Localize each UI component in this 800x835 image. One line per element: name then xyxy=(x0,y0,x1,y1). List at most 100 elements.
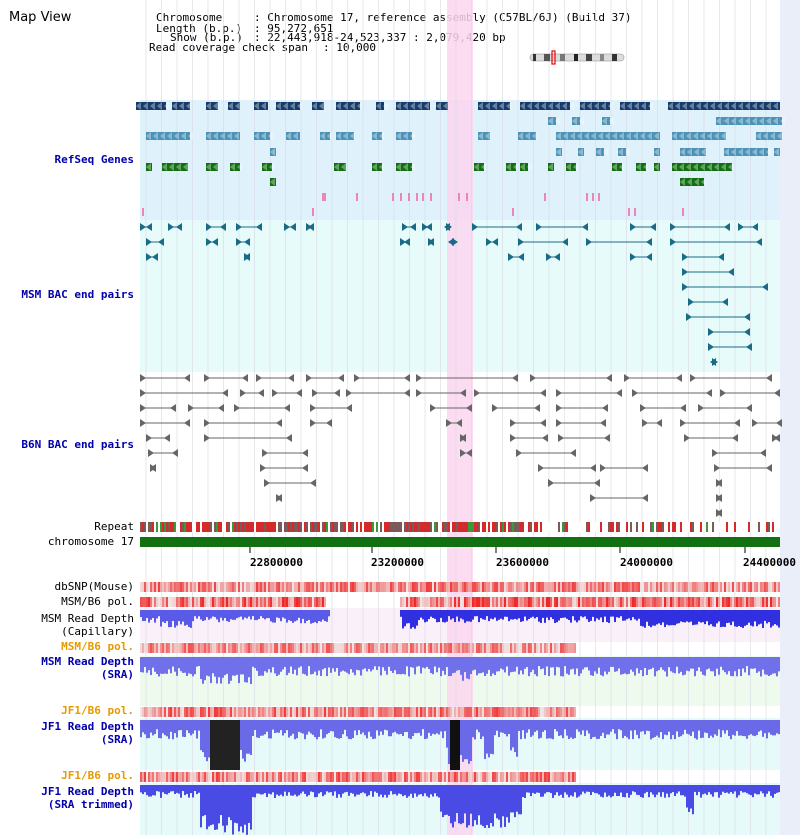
gene-tick xyxy=(416,193,418,201)
polymorphism-cell xyxy=(352,707,354,717)
depth-bar xyxy=(710,720,712,736)
depth-bar xyxy=(650,720,652,740)
polymorphism-cell xyxy=(472,707,474,717)
chromosome-ideogram[interactable] xyxy=(529,50,625,65)
depth-bar xyxy=(444,657,446,675)
depth-bar xyxy=(630,785,632,795)
chromosome-bar[interactable] xyxy=(140,537,780,553)
depth-bar xyxy=(648,657,650,670)
depth-bar xyxy=(622,785,624,797)
polymorphism-cell xyxy=(476,707,478,717)
polymorphism-cell xyxy=(730,582,732,592)
polymorphism-cell xyxy=(422,597,424,607)
depth-bar xyxy=(730,657,732,676)
depth-bar xyxy=(550,657,552,668)
polymorphism-cell xyxy=(508,582,510,592)
polymorphism-cell xyxy=(294,643,296,653)
polymorphism-cell xyxy=(258,772,260,782)
repeat-element xyxy=(722,522,724,532)
polymorphism-cell xyxy=(280,772,282,782)
polymorphism-cell xyxy=(684,582,686,592)
depth-bar xyxy=(166,720,168,737)
depth-bar xyxy=(420,657,422,674)
pair-end xyxy=(262,449,268,457)
polymorphism-cell xyxy=(196,707,198,717)
polymorphism-cell xyxy=(236,582,238,592)
polymorphism-cell xyxy=(632,582,634,592)
depth-bar xyxy=(242,720,244,759)
gene-strand-arrow xyxy=(403,132,408,140)
depth-bar xyxy=(234,610,236,620)
gene-strand-arrow xyxy=(474,163,479,171)
gene-strand-arrow xyxy=(594,102,599,110)
depth-bar xyxy=(642,657,644,677)
depth-bar xyxy=(388,785,390,795)
depth-bar xyxy=(298,657,300,668)
depth-bar xyxy=(208,785,210,827)
polymorphism-cell xyxy=(340,707,342,717)
depth-bar xyxy=(302,610,304,619)
depth-bar xyxy=(510,657,512,673)
gene-block xyxy=(566,163,576,171)
pair-end xyxy=(354,374,360,382)
pair-end xyxy=(486,238,492,246)
repeat-track[interactable] xyxy=(140,522,780,532)
polymorphism-cell xyxy=(332,707,334,717)
depth-bar xyxy=(250,785,252,830)
polymorphism-cell xyxy=(230,582,232,592)
polymorphism-cell xyxy=(670,582,672,592)
depth-bar xyxy=(196,610,198,619)
polymorphism-cell xyxy=(680,597,682,607)
depth-bar xyxy=(434,610,436,619)
polymorphism-cell xyxy=(334,707,336,717)
gene-strand-arrow xyxy=(648,102,653,110)
polymorphism-cell xyxy=(140,772,142,782)
polymorphism-cell xyxy=(506,707,508,717)
polymorphism-cell xyxy=(140,582,142,592)
depth-bar xyxy=(416,610,418,626)
depth-bar xyxy=(320,610,322,622)
depth-bar xyxy=(500,785,502,828)
polymorphism-cell xyxy=(440,772,442,782)
polymorphism-cell xyxy=(454,707,456,717)
polymorphism-cell xyxy=(264,772,266,782)
polymorphism-cell xyxy=(372,582,374,592)
polymorphism-cell xyxy=(284,772,286,782)
polymorphism-cell xyxy=(146,772,148,782)
depth-bar xyxy=(244,720,246,762)
msm-bac-pairs-track[interactable] xyxy=(140,223,768,366)
polymorphism-cell xyxy=(282,707,284,717)
polymorphism-cell xyxy=(246,772,248,782)
polymorphism-cell xyxy=(510,707,512,717)
repeat-element xyxy=(186,522,188,532)
gene-strand-arrow xyxy=(485,102,490,110)
depth-bar xyxy=(692,657,694,669)
polymorphism-cell xyxy=(308,597,310,607)
polymorphism-cell xyxy=(572,707,574,717)
depth-bar xyxy=(192,657,194,677)
depth-bar xyxy=(250,610,252,620)
refseq-genes-track[interactable] xyxy=(136,102,785,216)
depth-bar xyxy=(636,657,638,669)
polymorphism-cell xyxy=(260,597,262,607)
b6n-bac-pairs-track[interactable] xyxy=(140,374,782,517)
polymorphism-cell xyxy=(366,772,368,782)
depth-bar xyxy=(298,610,300,618)
repeat-element xyxy=(140,522,142,532)
polymorphism-cell xyxy=(474,582,476,592)
depth-bar xyxy=(500,610,502,619)
polymorphism-cell xyxy=(336,772,338,782)
depth-bar xyxy=(288,720,290,738)
gene-strand-arrow xyxy=(643,163,648,171)
repeat-element xyxy=(744,522,746,532)
pair-end xyxy=(258,389,264,397)
depth-bar xyxy=(186,610,188,625)
pair-end xyxy=(776,419,782,427)
polymorphism-cell xyxy=(442,582,444,592)
pair-end xyxy=(752,223,758,231)
repeat-element xyxy=(218,522,220,532)
polymorphism-depth-tracks[interactable] xyxy=(140,582,780,835)
repeat-element xyxy=(446,522,448,532)
polymorphism-cell xyxy=(544,643,546,653)
depth-bar xyxy=(268,610,270,619)
